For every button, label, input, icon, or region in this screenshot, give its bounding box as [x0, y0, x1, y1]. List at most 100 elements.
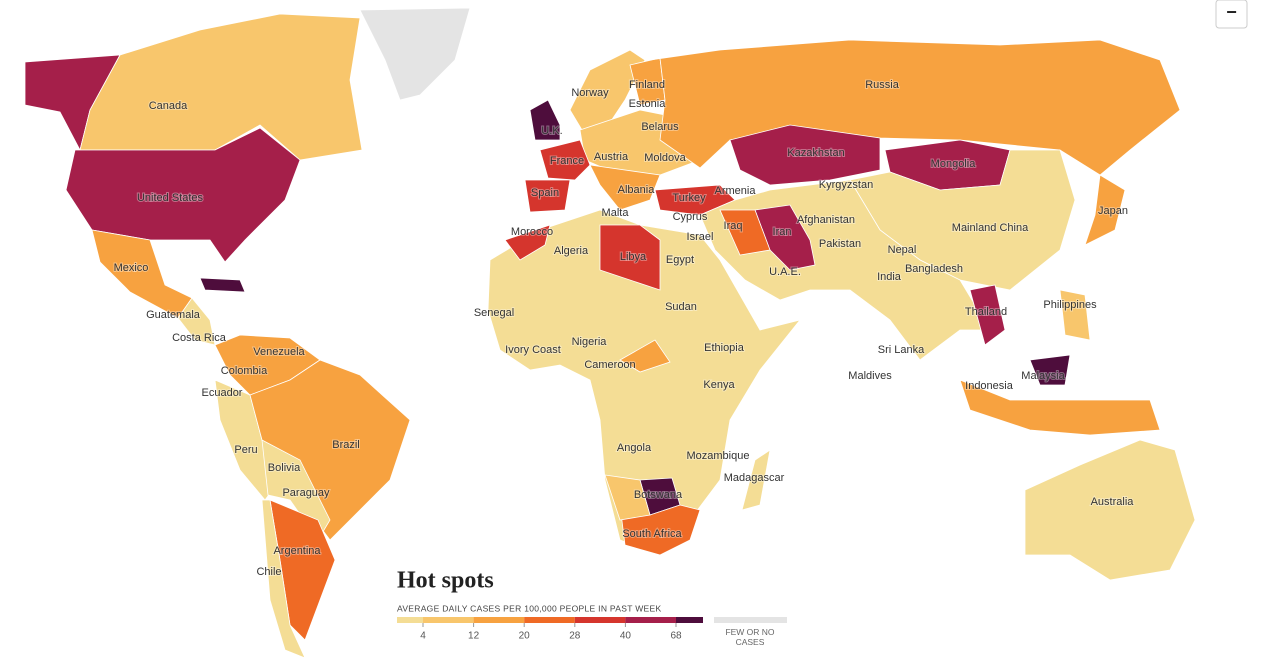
label: South Africa	[622, 528, 682, 540]
legend-tick-label: 12	[468, 631, 480, 642]
label: Mozambique	[687, 450, 750, 462]
label: Algeria	[554, 245, 589, 257]
label: Malaysia	[1021, 370, 1065, 382]
label: Malta	[602, 207, 630, 219]
label: Cyprus	[673, 211, 708, 223]
label: United States	[137, 192, 204, 204]
legend: 4 12 20 28 40 68 FEW OR NO CASES	[397, 617, 787, 647]
label: Norway	[571, 87, 609, 99]
label: Maldives	[848, 370, 892, 382]
map	[24, 7, 1196, 659]
label: Senegal	[474, 307, 514, 319]
legend-tick-label: 28	[569, 631, 581, 642]
label: Nigeria	[572, 336, 608, 348]
label: Mongolia	[931, 158, 977, 170]
label: U.K.	[541, 125, 562, 137]
label: Armenia	[715, 185, 757, 197]
madagascar	[741, 449, 771, 511]
thailand	[969, 284, 1006, 346]
south-africa	[619, 504, 701, 556]
label: Paraguay	[282, 487, 330, 499]
label: Iraq	[724, 220, 743, 232]
label: Brazil	[332, 439, 360, 451]
label: Bangladesh	[905, 263, 963, 275]
label: Venezuela	[253, 346, 305, 358]
philippines	[1059, 289, 1091, 341]
label: Israel	[687, 231, 714, 243]
mexico	[91, 229, 193, 319]
label: Sri Lanka	[878, 344, 925, 356]
label: Mainland China	[952, 222, 1029, 234]
greenland	[359, 7, 471, 101]
legend-tick-label: 68	[670, 631, 682, 642]
label: Finland	[629, 79, 665, 91]
legend-no-data-label: FEW OR NO CASES	[725, 627, 774, 647]
central-african-republic	[619, 339, 671, 373]
legend-swatch	[397, 617, 423, 623]
label: Austria	[594, 151, 629, 163]
zoom-out-label[interactable]: −	[1226, 2, 1237, 22]
label: Philippines	[1043, 299, 1097, 311]
label: Botswana	[634, 489, 683, 501]
united-states	[65, 127, 301, 263]
legend-tick-label: 40	[620, 631, 632, 642]
uk	[529, 99, 561, 141]
country-labels: Canada Norway Finland Estonia Russia Bel…	[113, 78, 1136, 579]
label: Russia	[865, 79, 900, 91]
legend-tick-label: 4	[420, 631, 426, 642]
label: India	[877, 271, 902, 283]
label: Kyrgyzstan	[819, 179, 873, 191]
label: Libya	[620, 251, 647, 263]
legend-title: Hot spots	[397, 568, 494, 594]
label: Moldova	[644, 152, 686, 164]
label: Ivory Coast	[505, 344, 561, 356]
label: Estonia	[629, 98, 667, 110]
caribbean	[199, 277, 246, 293]
label: Madagascar	[724, 472, 785, 484]
legend-swatch	[625, 617, 676, 623]
japan	[1084, 174, 1126, 246]
malaysia	[1029, 354, 1071, 386]
chile	[261, 499, 306, 659]
label: Egypt	[666, 254, 694, 266]
spain	[524, 179, 571, 213]
label: Spain	[531, 187, 559, 199]
label: Ecuador	[202, 387, 243, 399]
label: Mexico	[114, 262, 149, 274]
africa	[487, 209, 802, 556]
label: Sudan	[665, 301, 697, 313]
label: Costa Rica	[172, 332, 227, 344]
italy-balkans	[589, 164, 661, 211]
australia	[1024, 439, 1196, 581]
kazakhstan	[729, 124, 881, 186]
iraq	[719, 209, 771, 256]
libya	[599, 224, 661, 291]
legend-swatch	[524, 617, 575, 623]
canada	[79, 13, 363, 161]
label: Colombia	[221, 365, 268, 377]
label: Kenya	[703, 379, 735, 391]
zoom-out-button[interactable]	[1215, 0, 1248, 29]
label: Nepal	[888, 244, 917, 256]
label: Guatemala	[146, 309, 201, 321]
label: Australia	[1091, 496, 1135, 508]
legend-swatch	[423, 617, 474, 623]
legend-caption: AVERAGE DAILY CASES PER 100,000 PEOPLE I…	[397, 603, 661, 613]
label: Angola	[617, 442, 652, 454]
label: Kazakhstan	[787, 147, 844, 159]
label: Belarus	[641, 121, 679, 133]
morocco	[504, 224, 551, 261]
label: Japan	[1098, 205, 1128, 217]
label: Afghanistan	[797, 214, 855, 226]
label: Bolivia	[268, 462, 301, 474]
label: Morocco	[511, 226, 553, 238]
france	[539, 139, 591, 181]
legend-swatch	[676, 617, 703, 623]
indonesia	[959, 379, 1161, 436]
namibia	[604, 474, 651, 521]
label: Canada	[149, 100, 188, 112]
label: Argentina	[273, 545, 321, 557]
label: U.A.E.	[769, 266, 801, 278]
label: Ethiopia	[704, 342, 745, 354]
